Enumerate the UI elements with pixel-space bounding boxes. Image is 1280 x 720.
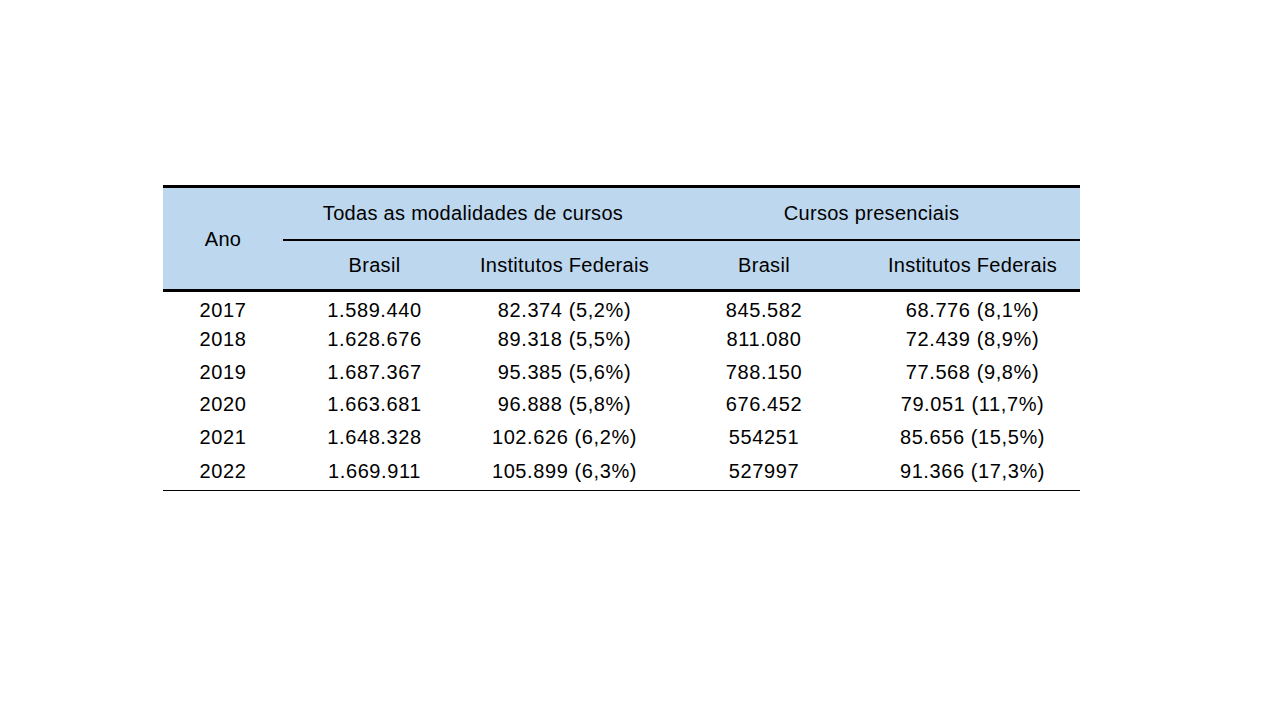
- value-cell: 554251: [663, 421, 865, 454]
- value-cell: 1.628.676: [283, 323, 466, 356]
- value-cell: 79.051 (11,7%): [865, 388, 1080, 421]
- value-cell: 811.080: [663, 323, 865, 356]
- value-cell: 77.568 (9,8%): [865, 356, 1080, 389]
- subheader-presenciais-brasil: Brasil: [663, 240, 865, 291]
- table-row: 2022 1.669.911 105.899 (6,3%) 527997 91.…: [163, 453, 1080, 490]
- value-cell: 1.589.440: [283, 291, 466, 324]
- group-header-cursos-presenciais: Cursos presenciais: [663, 187, 1080, 240]
- table-row: 2020 1.663.681 96.888 (5,8%) 676.452 79.…: [163, 388, 1080, 421]
- value-cell: 85.656 (15,5%): [865, 421, 1080, 454]
- value-cell: 1.663.681: [283, 388, 466, 421]
- table-row: 2021 1.648.328 102.626 (6,2%) 554251 85.…: [163, 421, 1080, 454]
- table-row: 2017 1.589.440 82.374 (5,2%) 845.582 68.…: [163, 291, 1080, 324]
- value-cell: 96.888 (5,8%): [466, 388, 663, 421]
- value-cell: 89.318 (5,5%): [466, 323, 663, 356]
- group-header-todas-modalidades: Todas as modalidades de cursos: [283, 187, 663, 240]
- year-cell: 2019: [163, 356, 283, 389]
- value-cell: 105.899 (6,3%): [466, 453, 663, 490]
- header-ano: Ano: [163, 187, 283, 291]
- value-cell: 72.439 (8,9%): [865, 323, 1080, 356]
- year-cell: 2017: [163, 291, 283, 324]
- table-body: 2017 1.589.440 82.374 (5,2%) 845.582 68.…: [163, 291, 1080, 491]
- value-cell: 1.669.911: [283, 453, 466, 490]
- value-cell: 91.366 (17,3%): [865, 453, 1080, 490]
- value-cell: 1.648.328: [283, 421, 466, 454]
- value-cell: 527997: [663, 453, 865, 490]
- value-cell: 845.582: [663, 291, 865, 324]
- value-cell: 68.776 (8,1%): [865, 291, 1080, 324]
- sub-header-row: Brasil Institutos Federais Brasil Instit…: [163, 240, 1080, 291]
- year-cell: 2020: [163, 388, 283, 421]
- table-row: 2019 1.687.367 95.385 (5,6%) 788.150 77.…: [163, 356, 1080, 389]
- enrollment-table: Ano Todas as modalidades de cursos Curso…: [163, 185, 1080, 491]
- subheader-presenciais-institutos-federais: Institutos Federais: [865, 240, 1080, 291]
- value-cell: 102.626 (6,2%): [466, 421, 663, 454]
- page: Ano Todas as modalidades de cursos Curso…: [0, 0, 1280, 720]
- table-header: Ano Todas as modalidades de cursos Curso…: [163, 187, 1080, 291]
- subheader-todas-institutos-federais: Institutos Federais: [466, 240, 663, 291]
- group-header-row: Ano Todas as modalidades de cursos Curso…: [163, 187, 1080, 240]
- year-cell: 2018: [163, 323, 283, 356]
- value-cell: 82.374 (5,2%): [466, 291, 663, 324]
- year-cell: 2022: [163, 453, 283, 490]
- subheader-todas-brasil: Brasil: [283, 240, 466, 291]
- value-cell: 788.150: [663, 356, 865, 389]
- value-cell: 1.687.367: [283, 356, 466, 389]
- value-cell: 676.452: [663, 388, 865, 421]
- year-cell: 2021: [163, 421, 283, 454]
- value-cell: 95.385 (5,6%): [466, 356, 663, 389]
- table-row: 2018 1.628.676 89.318 (5,5%) 811.080 72.…: [163, 323, 1080, 356]
